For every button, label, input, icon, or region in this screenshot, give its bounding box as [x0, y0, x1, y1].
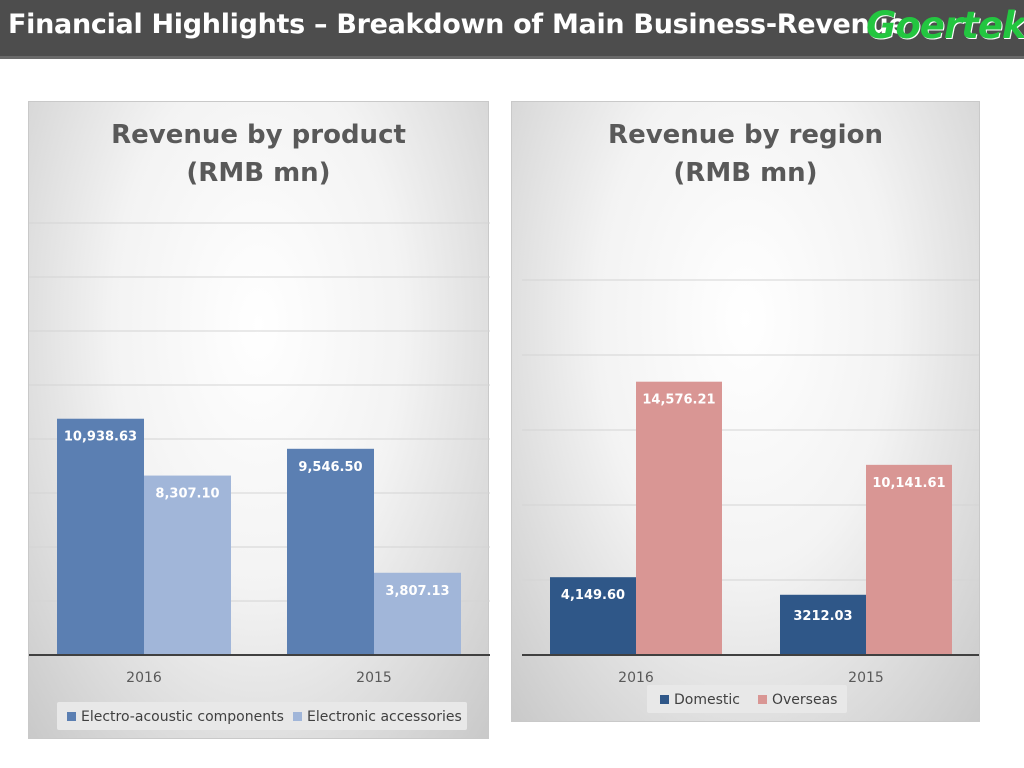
product-chart-subtitle: (RMB mn)	[186, 158, 331, 188]
region-chart-data-label: 3212.03	[793, 609, 852, 624]
product-chart-data-label: 8,307.10	[155, 487, 219, 502]
product-chart-data-label: 9,546.50	[298, 460, 362, 475]
product-chart-legend-box	[57, 702, 467, 730]
goertek-logo: Goertek	[866, 4, 1024, 47]
region-chart-data-label: 10,141.61	[872, 476, 945, 491]
region-chart-tick-label: 2015	[848, 670, 884, 686]
product-chart-bar	[144, 475, 231, 655]
product-chart-legend-swatch	[293, 712, 302, 721]
region-chart-subtitle: (RMB mn)	[673, 158, 818, 188]
region-chart-bar	[780, 594, 866, 655]
product-chart-legend-label: Electronic accessories	[307, 709, 462, 725]
region-chart-panel: Revenue by region (RMB mn) 4,149.60 14,57…	[511, 101, 980, 722]
product-chart-data-label: 10,938.63	[64, 430, 137, 445]
product-chart-tick-label: 2016	[126, 670, 162, 686]
product-chart-tick-label: 2015	[356, 670, 392, 686]
product-chart-bar	[57, 418, 144, 655]
product-chart-data-label: 3,807.13	[385, 584, 449, 599]
product-chart-bar	[374, 572, 461, 655]
page-title: Financial Highlights – Breakdown of Main…	[8, 9, 907, 40]
region-chart-tick-label: 2016	[618, 670, 654, 686]
region-chart-legend-box	[647, 685, 847, 713]
region-chart-legend-label: Domestic	[674, 692, 740, 708]
region-chart-legend-swatch	[758, 695, 767, 704]
region-chart-legend-swatch	[660, 695, 669, 704]
region-chart-bar	[866, 464, 952, 655]
region-chart-data-label: 4,149.60	[561, 588, 625, 603]
product-chart-panel: Revenue by product (RMB mn) 10,938.63 8,3…	[28, 101, 490, 739]
product-chart-legend-swatch	[67, 712, 76, 721]
region-chart-data-label: 14,576.21	[642, 393, 715, 408]
product-chart-bar	[287, 448, 374, 655]
region-chart-bar	[636, 381, 722, 655]
product-chart-svg: 10,938.63 8,307.10 2016 9,546.50 3,807.13 201…	[29, 222, 490, 730]
product-chart-title: Revenue by product	[111, 120, 406, 150]
region-chart-svg: 4,149.60 14,576.21 2016 3212.03 10,141.61 201…	[522, 279, 979, 713]
region-chart-legend-label: Overseas	[772, 692, 837, 708]
product-chart-legend-label: Electro-acoustic components	[81, 709, 284, 725]
region-chart-bar	[550, 577, 636, 655]
header-bar: Financial Highlights – Breakdown of Main…	[0, 0, 1024, 59]
region-chart-title: Revenue by region	[608, 120, 883, 150]
